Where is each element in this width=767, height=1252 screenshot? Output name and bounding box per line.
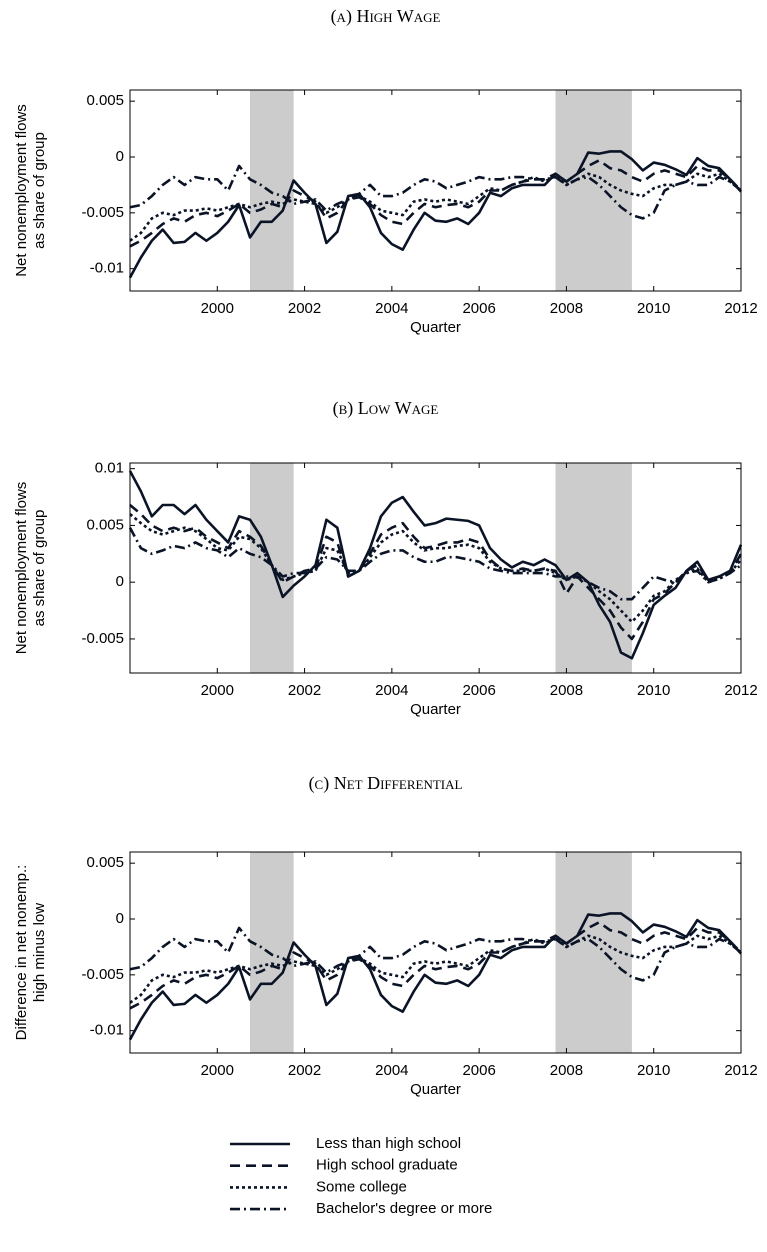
y-axis-label: Net nonemployment flows bbox=[13, 482, 30, 655]
legend-label: Less than high school bbox=[316, 1135, 461, 1152]
y-tick-label: -0.01 bbox=[90, 260, 124, 277]
x-tick-label: 2004 bbox=[375, 682, 408, 699]
x-tick-label: 2008 bbox=[550, 1062, 583, 1079]
series-line bbox=[129, 513, 743, 624]
x-tick-label: 2006 bbox=[462, 1062, 495, 1079]
y-axis-label: as share of group bbox=[31, 510, 48, 627]
series-line bbox=[128, 912, 742, 1041]
panel-title: (b) Low Wage bbox=[333, 398, 439, 419]
y-axis-label: Difference in net nonemp.: bbox=[13, 865, 30, 1041]
x-tick-label: 2002 bbox=[288, 300, 321, 317]
x-tick-label: 2010 bbox=[637, 682, 670, 699]
y-axis-label: as share of group bbox=[31, 132, 48, 249]
x-tick-label: 2012 bbox=[724, 300, 757, 317]
y-axis-label: Net nonemployment flows bbox=[13, 104, 30, 277]
legend-label: Some college bbox=[316, 1178, 407, 1195]
x-axis-label: Quarter bbox=[410, 1081, 461, 1098]
series-line bbox=[129, 164, 742, 220]
series-line bbox=[128, 150, 742, 279]
x-axis-label: Quarter bbox=[410, 319, 461, 336]
series-line bbox=[129, 926, 742, 982]
plot-frame bbox=[129, 89, 742, 292]
y-tick-label: -0.005 bbox=[81, 204, 124, 221]
plot-frame bbox=[129, 462, 742, 674]
x-tick-label: 2000 bbox=[201, 682, 234, 699]
panel-title: (c) Net Differential bbox=[309, 773, 463, 794]
y-tick-label: 0 bbox=[116, 148, 124, 165]
x-tick-label: 2002 bbox=[288, 682, 321, 699]
series-line bbox=[129, 504, 743, 641]
y-tick-label: 0.005 bbox=[86, 516, 124, 533]
series-line bbox=[129, 172, 742, 242]
series-line bbox=[129, 921, 742, 1010]
x-axis-label: Quarter bbox=[410, 701, 461, 718]
plot-background bbox=[130, 463, 741, 673]
series-line bbox=[128, 470, 743, 660]
series-line bbox=[129, 159, 742, 248]
y-tick-label: -0.01 bbox=[90, 1022, 124, 1039]
x-tick-label: 2010 bbox=[637, 300, 670, 317]
plot-background bbox=[130, 852, 741, 1053]
recession-shade bbox=[555, 463, 632, 673]
legend-label: High school graduate bbox=[316, 1157, 458, 1174]
panel-title: (a) High Wage bbox=[331, 6, 441, 27]
recession-shade bbox=[250, 90, 294, 291]
y-tick-label: -0.005 bbox=[81, 966, 124, 983]
x-tick-label: 2008 bbox=[550, 300, 583, 317]
y-tick-label: 0.005 bbox=[86, 854, 124, 871]
y-axis-label: high minus low bbox=[31, 903, 48, 1002]
plot-background bbox=[130, 90, 741, 291]
x-tick-label: 2006 bbox=[462, 300, 495, 317]
x-tick-label: 2006 bbox=[462, 682, 495, 699]
x-tick-label: 2002 bbox=[288, 1062, 321, 1079]
recession-shade bbox=[250, 852, 294, 1053]
x-tick-label: 2008 bbox=[550, 682, 583, 699]
x-tick-label: 2000 bbox=[201, 1062, 234, 1079]
x-tick-label: 2010 bbox=[637, 1062, 670, 1079]
x-tick-label: 2012 bbox=[724, 1062, 757, 1079]
x-tick-label: 2012 bbox=[724, 682, 757, 699]
series-line bbox=[128, 527, 742, 601]
legend-label: Bachelor's degree or more bbox=[316, 1200, 492, 1217]
plot-frame bbox=[129, 851, 742, 1054]
y-tick-label: 0 bbox=[116, 910, 124, 927]
y-tick-label: 0 bbox=[116, 573, 124, 590]
y-tick-label: 0.005 bbox=[86, 92, 124, 109]
y-tick-label: -0.005 bbox=[81, 630, 124, 647]
series-line bbox=[129, 934, 742, 1004]
x-tick-label: 2004 bbox=[375, 300, 408, 317]
x-tick-label: 2000 bbox=[201, 300, 234, 317]
x-tick-label: 2004 bbox=[375, 1062, 408, 1079]
y-tick-label: 0.01 bbox=[95, 460, 124, 477]
